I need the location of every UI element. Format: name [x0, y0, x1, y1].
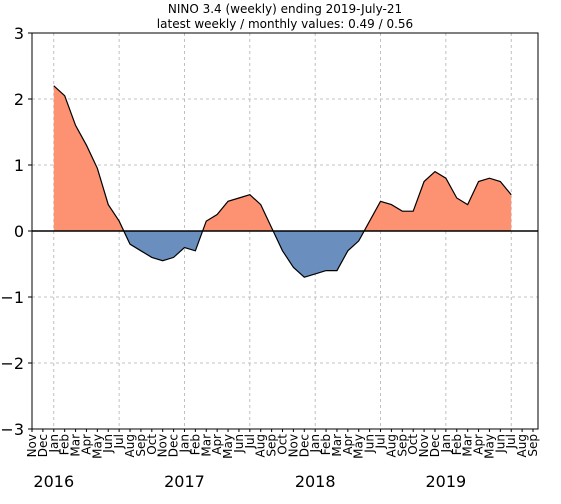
x-tick-label: Aug	[123, 434, 137, 457]
x-tick-label: Feb	[319, 434, 333, 455]
area-positive	[53, 85, 512, 231]
x-tick-label: Jun	[232, 434, 246, 454]
x-tick-label: Jul	[112, 434, 126, 449]
x-tick-label: May	[352, 434, 366, 459]
year-label: 2017	[164, 472, 205, 491]
x-tick-label: Nov	[25, 434, 39, 457]
x-tick-label: Nov	[156, 434, 170, 457]
y-tick-label: 2	[14, 90, 24, 109]
x-tick-label: May	[221, 434, 235, 459]
line	[53, 85, 512, 278]
x-tick-label: Sep	[526, 434, 540, 457]
x-tick-label: Mar	[199, 434, 213, 457]
y-tick-label: −1	[0, 288, 24, 307]
x-tick-label: Feb	[188, 434, 202, 455]
x-tick-label: May	[90, 434, 104, 459]
y-tick-label: 3	[14, 24, 24, 43]
x-tick-label: Oct	[276, 434, 290, 455]
x-tick-label: Jun	[363, 434, 377, 454]
y-tick-label: 0	[14, 222, 24, 241]
x-tick-label: Mar	[461, 434, 475, 457]
x-tick-label: Jul	[374, 434, 388, 449]
x-tick-label: Feb	[450, 434, 464, 455]
plot-frame	[31, 32, 539, 430]
x-tick-label: Aug	[384, 434, 398, 457]
x-tick-label: Apr	[472, 434, 486, 455]
x-tick-label: Jun	[101, 434, 115, 454]
x-tick-label: Sep	[134, 434, 148, 457]
x-tick-label: Apr	[210, 434, 224, 455]
y-tick-label: 1	[14, 156, 24, 175]
x-tick-label: Jan	[47, 434, 61, 454]
x-tick-label: Oct	[145, 434, 159, 455]
x-tick-label: Dec	[167, 434, 181, 457]
x-tick-label: Apr	[341, 434, 355, 455]
x-tick-label: May	[482, 434, 496, 459]
x-tick-label: Jul	[504, 434, 518, 449]
x-tick-label: Jan	[308, 434, 322, 454]
y-tick-label: −3	[0, 420, 24, 439]
x-tick-label: Apr	[79, 434, 93, 455]
x-tick-label: Nov	[286, 434, 300, 457]
area-negative	[53, 231, 512, 278]
year-label: 2018	[295, 472, 336, 491]
x-tick-label: Sep	[395, 434, 409, 457]
year-label: 2016	[33, 472, 74, 491]
x-tick-label: Aug	[515, 434, 529, 457]
x-tick-label: Dec	[297, 434, 311, 457]
y-tick-label: −2	[0, 354, 24, 373]
x-tick-label: Sep	[265, 434, 279, 457]
x-tick-label: Mar	[69, 434, 83, 457]
x-tick-label: Dec	[428, 434, 442, 457]
x-tick-label: Dec	[36, 434, 50, 457]
x-tick-label: Nov	[417, 434, 431, 457]
x-tick-label: Oct	[406, 434, 420, 455]
x-tick-label: Jan	[439, 434, 453, 454]
x-tick-label: Mar	[330, 434, 344, 457]
x-tick-label: Jan	[177, 434, 191, 454]
chart-subtitle: latest weekly / monthly values: 0.49 / 0…	[157, 17, 413, 31]
x-tick-label: Jul	[243, 434, 257, 449]
x-tick-label: Jun	[493, 434, 507, 454]
x-tick-label: Aug	[254, 434, 268, 457]
year-label: 2019	[426, 472, 467, 491]
x-tick-label: Feb	[58, 434, 72, 455]
chart-title: NINO 3.4 (weekly) ending 2019-July-21	[168, 2, 402, 16]
